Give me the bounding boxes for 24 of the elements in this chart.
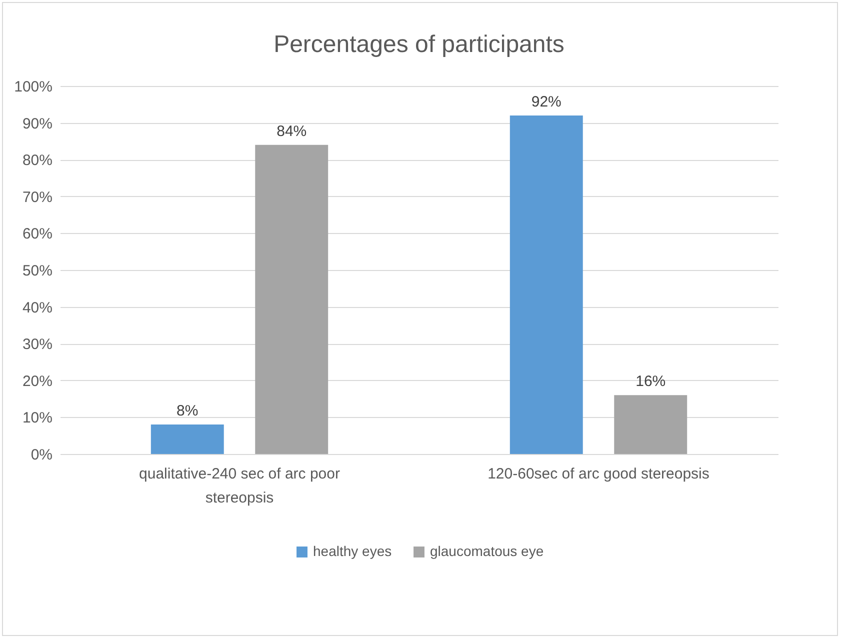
x-tick-label: qualitative-240 sec of arc poor stereopsis: [139, 466, 340, 506]
bar: [255, 144, 328, 454]
y-tick-label: 20%: [22, 372, 52, 390]
data-label: 8%: [176, 402, 198, 420]
legend-label: healthy eyes: [313, 543, 392, 559]
y-tick-label: 0%: [30, 446, 52, 464]
x-tick-label: 120-60sec of arc good stereopsis: [488, 466, 710, 482]
data-label: 16%: [636, 373, 666, 390]
bar: [510, 115, 583, 454]
y-tick-label: 90%: [22, 115, 52, 132]
legend-label: glaucomatous eye: [430, 543, 544, 559]
bar: [614, 395, 688, 454]
y-tick-label: 50%: [22, 262, 52, 280]
data-label: 84%: [276, 122, 307, 140]
y-tick-label: 80%: [22, 152, 52, 170]
y-tick-label: 10%: [22, 410, 52, 427]
y-tick-label: 60%: [22, 226, 52, 243]
y-tick-label: 100%: [14, 78, 52, 96]
y-tick-label: 70%: [22, 188, 52, 206]
bar: [150, 424, 224, 454]
chart-title: Percentages of participants: [274, 31, 564, 58]
y-tick-label: 30%: [22, 336, 52, 354]
y-tick-label: 40%: [22, 299, 52, 316]
data-label: 92%: [531, 93, 562, 110]
